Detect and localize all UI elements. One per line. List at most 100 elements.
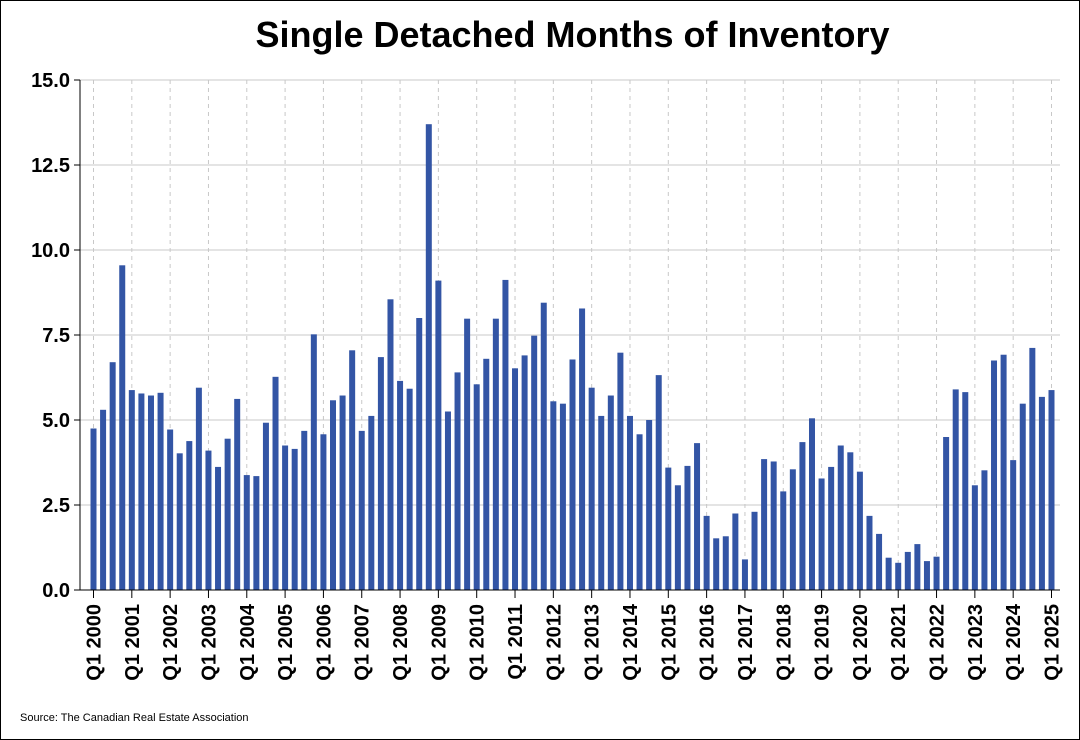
bar: [1019, 403, 1026, 590]
y-tick-label: 0.0: [42, 580, 70, 602]
bar: [579, 308, 586, 590]
bar: [272, 376, 279, 590]
bar: [837, 445, 844, 590]
x-tick-label: Q1 2010: [467, 604, 489, 681]
bar: [368, 415, 375, 590]
x-tick-label: Q1 2025: [1042, 604, 1064, 681]
bar: [665, 467, 672, 590]
bar: [981, 470, 988, 590]
x-tick-label: Q1 2008: [390, 604, 412, 681]
x-tick-label: Q1 2023: [965, 604, 987, 681]
bar: [895, 562, 902, 590]
y-tick-label: 5.0: [42, 410, 70, 432]
bar: [607, 395, 614, 590]
bar: [550, 401, 557, 590]
x-tick-label: Q1 2006: [313, 604, 335, 681]
x-tick-label: Q1 2024: [1003, 603, 1025, 681]
bar: [186, 441, 193, 590]
bar: [646, 420, 653, 590]
bar: [799, 442, 806, 590]
bars-layer: [90, 124, 1055, 590]
bar: [243, 475, 250, 590]
x-tick-label: Q1 2018: [773, 604, 795, 681]
bar: [732, 513, 739, 590]
bar: [483, 358, 490, 590]
bar: [253, 476, 260, 590]
bar: [454, 372, 461, 590]
bar: [262, 422, 269, 590]
bar: [416, 318, 423, 590]
bar: [224, 438, 231, 590]
x-tick-label: Q1 2017: [735, 604, 757, 681]
bar: [1010, 460, 1017, 590]
bar: [809, 418, 815, 590]
bar: [751, 511, 758, 590]
bar: [138, 393, 145, 590]
bar: [291, 448, 298, 590]
bar: [828, 466, 835, 590]
bar: [914, 544, 921, 590]
y-tick-label: 2.5: [42, 495, 70, 517]
bar: [521, 355, 528, 590]
bar: [301, 430, 308, 590]
bar: [540, 302, 547, 590]
bar: [406, 388, 413, 590]
x-tick-label: Q1 2003: [198, 604, 220, 681]
bar: [109, 362, 116, 590]
bar: [195, 387, 202, 590]
bar: [215, 466, 222, 590]
bar: [866, 515, 873, 590]
x-tick-label: Q1 2009: [428, 604, 450, 681]
bar: [320, 434, 327, 590]
bar: [100, 409, 107, 590]
bar: [885, 557, 892, 590]
bar: [876, 533, 883, 590]
bar: [722, 536, 729, 590]
bar: [847, 452, 854, 590]
bar: [713, 538, 720, 590]
bar: [856, 471, 863, 590]
bar: [205, 450, 212, 590]
bar: [770, 461, 777, 590]
bar: [703, 515, 710, 590]
bar: [761, 459, 768, 590]
x-tick-label: Q1 2011: [505, 604, 527, 680]
bar: [943, 437, 950, 590]
bar: [119, 265, 126, 590]
bar: [147, 395, 154, 590]
x-tick-label: Q1 2000: [84, 604, 106, 681]
bar: [473, 384, 480, 590]
axis-layer: 0.0 2.5 5.0 7.5 10.0 12.5 15.0 Q1 2000 Q1 2001 Q1…: [31, 70, 1063, 681]
bar: [962, 392, 969, 590]
x-tick-label: Q1 2022: [927, 604, 949, 681]
bar: [626, 415, 633, 590]
bar: [741, 559, 748, 590]
bar: [176, 453, 183, 590]
bar: [128, 390, 135, 590]
bar: [559, 403, 566, 590]
x-tick-label: Q1 2019: [812, 604, 834, 681]
bar: [991, 360, 998, 590]
bar: [569, 359, 576, 590]
y-tick-label: 7.5: [42, 325, 70, 347]
bar: [157, 392, 164, 590]
x-tick-label: Q1 2013: [582, 604, 604, 681]
bar: [933, 556, 940, 590]
bar: [349, 350, 356, 590]
bar: [310, 334, 317, 590]
x-tick-label: Q1 2014: [620, 603, 642, 681]
bar: [971, 485, 978, 590]
bar: [90, 428, 97, 590]
bar: [531, 335, 538, 590]
y-tick-label: 15.0: [31, 70, 70, 92]
bar: [502, 279, 509, 590]
bar: [684, 465, 691, 590]
bar: [1029, 347, 1036, 590]
bar: [588, 387, 595, 590]
bar: [492, 318, 499, 590]
bar: [904, 551, 911, 590]
x-tick-label: Q1 2020: [850, 604, 872, 681]
bar: [780, 491, 787, 590]
